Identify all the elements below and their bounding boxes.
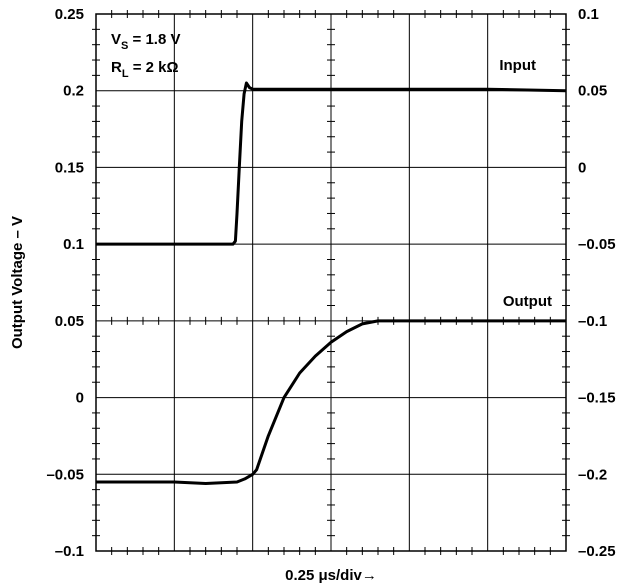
right-tick-labels: 0.1 0.05 0 –0.05 –0.1 –0.15 –0.2 –0.25	[578, 6, 616, 560]
right-tick-label: –0.25	[578, 543, 616, 560]
vs-value: = 1.8 V	[128, 31, 180, 48]
right-tick-label: –0.2	[578, 466, 607, 483]
load-resistance-annotation: RL = 2 kΩ	[111, 59, 179, 80]
left-tick-label: 0.25	[55, 6, 84, 23]
right-tick-label: –0.1	[578, 313, 607, 330]
rl-prefix: R	[111, 59, 122, 76]
output-series-label: Output	[503, 293, 552, 310]
right-tick-label: –0.15	[578, 390, 616, 407]
left-tick-label: 0.05	[55, 313, 84, 330]
left-tick-label: –0.05	[46, 466, 84, 483]
left-tick-label: 0.1	[63, 236, 84, 253]
right-tick-label: 0.05	[578, 83, 607, 100]
vs-subscript: S	[121, 40, 128, 52]
right-tick-label: –0.05	[578, 236, 616, 253]
series-line-output	[96, 319, 566, 485]
input-series-label: Input	[499, 57, 536, 74]
left-tick-label: –0.1	[55, 543, 84, 560]
series-line-input	[96, 81, 567, 246]
left-tick-label: 0.2	[63, 83, 84, 100]
left-tick-label: 0	[76, 390, 84, 407]
left-tick-labels: 0.25 0.2 0.15 0.1 0.05 0 –0.05 –0.1	[46, 6, 84, 560]
y-axis-label: Output Voltage – V	[9, 216, 26, 349]
supply-voltage-annotation: VS = 1.8 V	[111, 31, 180, 52]
rl-subscript: L	[122, 68, 129, 80]
rl-value: = 2 kΩ	[129, 59, 179, 76]
series-lines	[96, 81, 567, 485]
right-tick-label: 0.1	[578, 6, 599, 23]
right-tick-label: 0	[578, 159, 586, 176]
plot-frame	[95, 13, 567, 552]
x-axis-label: 0.25 μs/div→	[285, 567, 377, 584]
left-tick-label: 0.15	[55, 159, 84, 176]
vs-prefix: V	[111, 31, 121, 48]
grid	[96, 14, 566, 551]
